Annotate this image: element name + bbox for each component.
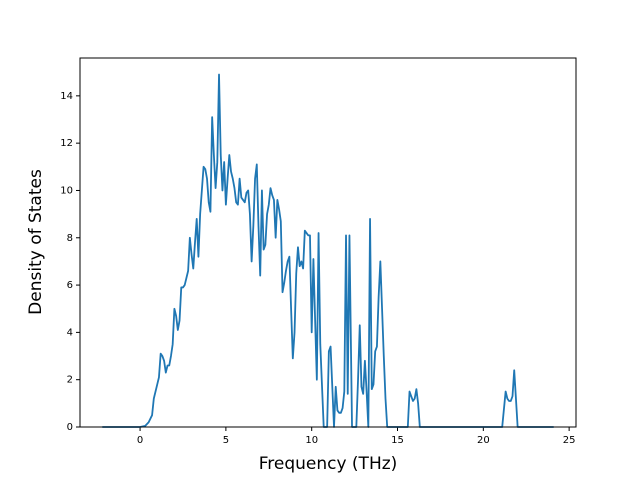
y-tick-label: 2 [67, 375, 73, 386]
x-axis-label: Frequency (THz) [259, 454, 398, 474]
x-tick-label: 25 [563, 435, 576, 446]
x-tick-label: 15 [391, 435, 404, 446]
plot-frame [79, 57, 577, 428]
y-axis-label: Density of States [26, 169, 46, 315]
x-tick-label: 5 [223, 435, 229, 446]
y-tick-label: 4 [67, 327, 73, 338]
x-tick-label: 20 [477, 435, 490, 446]
data-line [102, 73, 554, 428]
y-tick-label: 8 [67, 233, 73, 244]
y-tick-label: 14 [60, 91, 73, 102]
y-tick-label: 10 [60, 185, 73, 196]
x-tick-label: 10 [305, 435, 318, 446]
y-tick-label: 6 [67, 280, 73, 291]
x-tick-label: 0 [137, 435, 143, 446]
y-tick-label: 12 [60, 138, 73, 149]
y-tick-label: 0 [67, 422, 73, 433]
